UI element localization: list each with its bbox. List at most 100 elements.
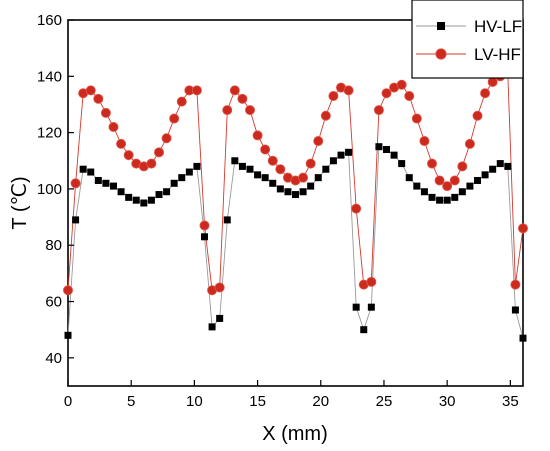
point-hv-lf-7 bbox=[117, 188, 125, 196]
x-axis-title: X (mm) bbox=[262, 423, 328, 445]
x-tick-label-35: 35 bbox=[502, 393, 519, 410]
point-hv-lf-6 bbox=[110, 182, 117, 190]
point-lv-hf-17 bbox=[191, 85, 202, 96]
point-hv-lf-12 bbox=[155, 191, 163, 199]
point-hv-lf-11 bbox=[147, 196, 155, 204]
point-hv-lf-51 bbox=[451, 193, 459, 201]
point-hv-lf-48 bbox=[428, 193, 436, 201]
point-hv-lf-36 bbox=[337, 151, 345, 159]
x-tick-label-15: 15 bbox=[249, 393, 266, 410]
legend-label-lv-hf: LV-HF bbox=[474, 45, 521, 64]
y-tick-label-160: 160 bbox=[37, 12, 62, 29]
point-lv-hf-26 bbox=[260, 144, 271, 155]
point-hv-lf-4 bbox=[94, 176, 102, 184]
point-lv-hf-13 bbox=[161, 133, 172, 144]
point-hv-lf-56 bbox=[489, 165, 497, 173]
series-line-hv-lf bbox=[67, 146, 524, 339]
point-lv-hf-46 bbox=[411, 113, 422, 124]
point-lv-hf-38 bbox=[351, 203, 362, 214]
x-tick-label-25: 25 bbox=[376, 393, 393, 410]
point-hv-lf-60 bbox=[519, 334, 527, 342]
point-hv-lf-8 bbox=[125, 193, 133, 201]
point-lv-hf-60 bbox=[518, 223, 529, 234]
point-lv-hf-15 bbox=[176, 96, 187, 107]
point-lv-hf-7 bbox=[116, 138, 127, 149]
point-lv-hf-11 bbox=[146, 158, 157, 169]
point-lv-hf-59 bbox=[510, 279, 521, 290]
point-lv-hf-1 bbox=[70, 178, 81, 189]
point-hv-lf-1 bbox=[72, 216, 80, 224]
point-hv-lf-5 bbox=[102, 179, 110, 187]
x-tick-label-20: 20 bbox=[312, 393, 329, 410]
point-hv-lf-53 bbox=[466, 182, 474, 190]
point-hv-lf-58 bbox=[504, 162, 512, 170]
point-lv-hf-24 bbox=[244, 105, 255, 116]
series-points bbox=[63, 68, 529, 342]
point-lv-hf-5 bbox=[100, 107, 111, 118]
point-hv-lf-52 bbox=[458, 188, 466, 196]
point-hv-lf-50 bbox=[443, 196, 451, 204]
point-hv-lf-37 bbox=[345, 148, 353, 156]
point-hv-lf-40 bbox=[367, 303, 375, 311]
point-hv-lf-15 bbox=[178, 174, 186, 182]
point-hv-lf-9 bbox=[132, 196, 140, 204]
legend-marker-hv-lf bbox=[437, 22, 445, 30]
point-lv-hf-33 bbox=[313, 136, 324, 147]
point-hv-lf-42 bbox=[383, 146, 390, 154]
point-hv-lf-3 bbox=[87, 168, 95, 176]
point-lv-hf-28 bbox=[275, 164, 286, 175]
plot-area-frame bbox=[67, 19, 524, 387]
point-hv-lf-24 bbox=[246, 165, 254, 173]
point-hv-lf-16 bbox=[185, 168, 193, 176]
point-hv-lf-0 bbox=[64, 331, 72, 339]
point-hv-lf-45 bbox=[405, 174, 413, 182]
point-hv-lf-41 bbox=[375, 143, 383, 151]
point-lv-hf-32 bbox=[305, 158, 316, 169]
point-lv-hf-48 bbox=[426, 158, 437, 169]
y-tick-label-100: 100 bbox=[37, 181, 62, 198]
point-lv-hf-50 bbox=[442, 181, 453, 192]
point-lv-hf-21 bbox=[222, 105, 233, 116]
point-hv-lf-20 bbox=[216, 314, 224, 322]
point-lv-hf-0 bbox=[63, 285, 74, 296]
x-tick-label-10: 10 bbox=[186, 393, 203, 410]
legend-box bbox=[411, 0, 524, 79]
legend-label-hv-lf: HV-LF bbox=[474, 17, 522, 36]
point-hv-lf-55 bbox=[481, 171, 489, 179]
point-hv-lf-31 bbox=[299, 188, 307, 196]
point-hv-lf-21 bbox=[223, 216, 231, 224]
point-hv-lf-22 bbox=[231, 157, 239, 165]
point-lv-hf-35 bbox=[328, 91, 339, 102]
point-lv-hf-22 bbox=[229, 85, 240, 96]
point-hv-lf-30 bbox=[292, 191, 299, 199]
y-axis: 40 60 80 100 120 140 160 bbox=[37, 12, 74, 367]
point-lv-hf-18 bbox=[199, 220, 210, 231]
point-hv-lf-17 bbox=[193, 162, 201, 170]
point-lv-hf-20 bbox=[214, 282, 225, 293]
point-hv-lf-44 bbox=[398, 160, 406, 168]
point-hv-lf-13 bbox=[163, 188, 171, 196]
point-lv-hf-4 bbox=[93, 93, 104, 104]
point-hv-lf-28 bbox=[276, 185, 284, 193]
x-tick-label-30: 30 bbox=[439, 393, 456, 410]
point-hv-lf-43 bbox=[390, 151, 398, 159]
point-hv-lf-35 bbox=[329, 157, 337, 165]
point-lv-hf-3 bbox=[85, 85, 96, 96]
point-hv-lf-59 bbox=[511, 306, 519, 314]
point-lv-hf-14 bbox=[169, 113, 180, 124]
point-hv-lf-34 bbox=[322, 165, 330, 173]
point-lv-hf-52 bbox=[457, 161, 468, 172]
point-lv-hf-53 bbox=[464, 138, 475, 149]
x-tick-label-0: 0 bbox=[64, 393, 72, 410]
point-lv-hf-47 bbox=[419, 136, 430, 147]
point-hv-lf-10 bbox=[140, 199, 148, 207]
point-hv-lf-46 bbox=[413, 182, 421, 190]
point-lv-hf-6 bbox=[108, 121, 119, 132]
point-hv-lf-54 bbox=[474, 176, 481, 184]
point-hv-lf-39 bbox=[360, 326, 368, 334]
point-lv-hf-12 bbox=[153, 147, 164, 158]
point-lv-hf-44 bbox=[396, 79, 407, 90]
point-lv-hf-37 bbox=[343, 85, 354, 96]
series-lines bbox=[67, 72, 524, 339]
x-axis: 0 5 10 15 20 25 30 35 bbox=[64, 380, 519, 410]
